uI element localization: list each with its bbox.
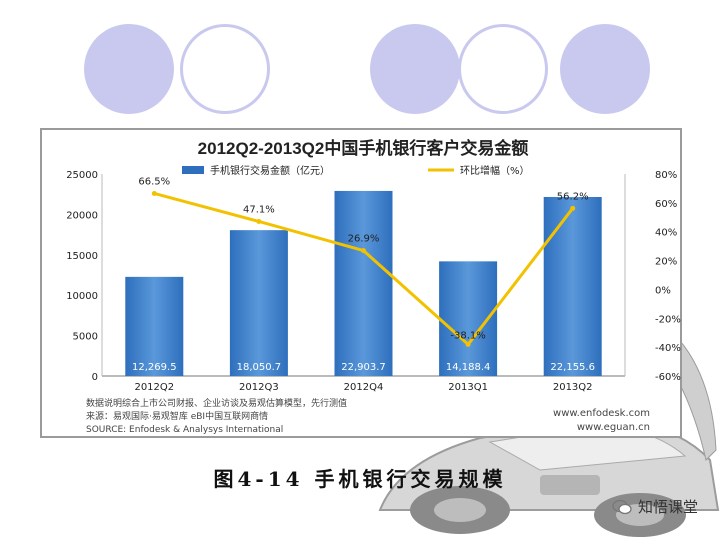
growth-point <box>570 205 576 211</box>
bar-value-label: 12,269.5 <box>132 362 177 373</box>
brand-label: 知悟课堂 <box>637 498 698 516</box>
website-text: www.eguan.cn <box>577 422 650 433</box>
chart-title: 2012Q2-2013Q2中国手机银行客户交易金额 <box>198 138 529 158</box>
x-tick-label: 2012Q3 <box>239 382 279 393</box>
growth-value-label: 66.5% <box>138 176 170 187</box>
decorative-circle <box>84 24 174 114</box>
bar <box>334 190 393 376</box>
y-tick-label: 5000 <box>73 332 98 343</box>
source-text: 来源：易观国际·易观智库 eBI中国互联网商情 <box>86 410 268 422</box>
bar <box>229 230 288 376</box>
y2-tick-label: -40% <box>655 343 681 354</box>
decorative-circle <box>560 24 650 114</box>
decorative-circle <box>180 24 270 114</box>
y-tick-label: 0 <box>92 372 98 383</box>
bar-value-label: 18,050.7 <box>237 362 282 373</box>
y2-tick-label: 60% <box>655 199 677 210</box>
y-tick-label: 20000 <box>66 210 98 221</box>
y-tick-label: 25000 <box>66 170 98 181</box>
growth-point <box>361 248 366 254</box>
chart: 2012Q2-2013Q2中国手机银行客户交易金额 手机银行交易金额（亿元） 环… <box>66 138 681 435</box>
growth-value-label: 26.9% <box>348 234 380 245</box>
growth-value-label: 47.1% <box>243 204 275 215</box>
decorative-circle <box>370 24 460 114</box>
legend-line-label: 环比增幅（%） <box>460 164 530 177</box>
growth-point <box>151 190 157 196</box>
y2-tick-label: 0% <box>655 285 671 296</box>
website-text: www.enfodesk.com <box>553 408 650 419</box>
growth-point <box>256 218 262 224</box>
y-tick-label: 10000 <box>66 291 98 302</box>
figure-caption: 图4-14 手机银行交易规模 <box>213 467 507 491</box>
y2-tick-label: 40% <box>655 228 677 239</box>
x-tick-label: 2012Q4 <box>344 382 384 393</box>
growth-point <box>465 341 471 347</box>
y2-tick-label: 20% <box>655 257 677 268</box>
y2-tick-label: -20% <box>655 314 681 325</box>
brand: 知悟课堂 <box>612 496 698 517</box>
x-tick-label: 2012Q2 <box>134 382 174 393</box>
bar-value-label: 14,188.4 <box>446 362 491 373</box>
x-tick-label: 2013Q1 <box>448 382 488 393</box>
chart-frame: 2012Q2-2013Q2中国手机银行客户交易金额 手机银行交易金额（亿元） 环… <box>40 128 682 438</box>
growth-value-label: 56.2% <box>557 191 589 202</box>
decorative-circle <box>458 24 548 114</box>
y2-tick-label: 80% <box>655 170 677 181</box>
source-english-text: SOURCE: Enfodesk & Analysys Internationa… <box>86 425 283 435</box>
y-tick-label: 15000 <box>66 251 98 262</box>
bar-value-label: 22,903.7 <box>341 362 386 373</box>
bar <box>125 276 184 376</box>
legend-bar-swatch <box>182 166 204 174</box>
legend-bar-label: 手机银行交易金额（亿元） <box>210 164 330 177</box>
bar <box>543 196 602 376</box>
y2-tick-label: -60% <box>655 372 681 383</box>
x-tick-label: 2013Q2 <box>553 382 593 393</box>
note-text: 数据说明综合上市公司财报、企业访谈及易观估算模型，先行测值 <box>86 397 347 409</box>
chat-bubble-icon <box>612 499 632 514</box>
car-illustration <box>378 329 720 537</box>
growth-value-label: -38.1% <box>450 330 485 341</box>
bar-value-label: 22,155.6 <box>550 362 595 373</box>
